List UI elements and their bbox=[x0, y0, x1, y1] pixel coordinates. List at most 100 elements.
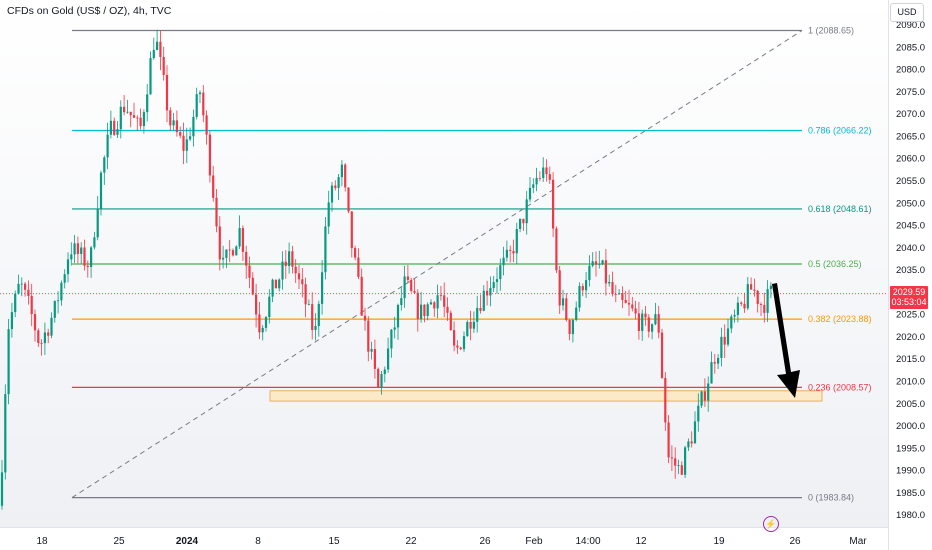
candle-body bbox=[330, 185, 334, 203]
candle-body bbox=[119, 106, 122, 130]
candle-body bbox=[548, 174, 551, 180]
candle-body bbox=[469, 321, 472, 329]
candle-body bbox=[162, 56, 165, 75]
y-tick-label: 1980.0 bbox=[896, 510, 925, 521]
candle-body bbox=[512, 250, 515, 254]
currency-button[interactable]: USD bbox=[890, 3, 924, 22]
candle-body bbox=[631, 304, 634, 309]
y-tick-label: 2060.0 bbox=[896, 154, 925, 165]
bar-countdown: 03:53:04 bbox=[891, 297, 927, 307]
candle-body bbox=[86, 265, 89, 267]
candle-body bbox=[208, 134, 211, 176]
candle-body bbox=[314, 325, 317, 330]
candle-body bbox=[50, 317, 53, 336]
candle-body bbox=[769, 285, 772, 290]
candle-body bbox=[618, 293, 621, 295]
y-tick-label: 1985.0 bbox=[896, 488, 925, 499]
candle-body bbox=[245, 251, 248, 266]
x-tick-label: 14:00 bbox=[575, 536, 600, 547]
candle-body bbox=[561, 298, 565, 306]
candle-body bbox=[159, 41, 162, 57]
candle-body bbox=[555, 228, 558, 271]
candle-body bbox=[710, 362, 713, 384]
candle-body bbox=[604, 260, 607, 284]
candle-body bbox=[172, 120, 175, 126]
x-tick-label: Feb bbox=[525, 536, 543, 547]
y-tick-label: 2070.0 bbox=[896, 109, 925, 120]
candle-body bbox=[53, 301, 56, 318]
y-tick-label: 2085.0 bbox=[896, 42, 925, 53]
candle-body bbox=[624, 299, 627, 303]
candle-body bbox=[169, 110, 172, 126]
candle-body bbox=[535, 177, 538, 185]
candle-body bbox=[139, 117, 142, 127]
candle-body bbox=[482, 290, 485, 311]
y-tick-label: 2005.0 bbox=[896, 399, 925, 410]
y-tick-label: 2035.0 bbox=[896, 265, 925, 276]
candle-body bbox=[10, 312, 13, 330]
candle-body bbox=[324, 226, 327, 273]
candle-body bbox=[271, 279, 274, 297]
candle-body bbox=[627, 302, 631, 305]
candle-body bbox=[297, 273, 301, 280]
lightning-icon[interactable]: ⚡ bbox=[763, 516, 779, 532]
fib-level-label: 0.236 (2008.57) bbox=[808, 382, 872, 392]
candle-body bbox=[545, 167, 548, 175]
current-price-value: 2029.59 bbox=[892, 287, 926, 297]
candle-body bbox=[24, 283, 27, 290]
candle-body bbox=[492, 282, 495, 289]
candle-body bbox=[215, 197, 218, 227]
candle-body bbox=[743, 303, 746, 309]
candle-body bbox=[459, 347, 462, 350]
candle-body bbox=[195, 94, 198, 117]
candle-body bbox=[585, 280, 588, 291]
candle-body bbox=[654, 314, 657, 325]
candle-body bbox=[759, 304, 763, 305]
candle-body bbox=[175, 120, 178, 133]
candle-body bbox=[677, 465, 680, 466]
candle-body bbox=[165, 74, 169, 111]
y-tick-label: 2010.0 bbox=[896, 377, 925, 388]
fib-level-label: 1 (2088.65) bbox=[808, 26, 854, 36]
candle-body bbox=[350, 211, 353, 249]
candle-body bbox=[367, 320, 370, 352]
candle-body bbox=[552, 179, 555, 229]
candle-body bbox=[281, 261, 284, 280]
candle-body bbox=[730, 316, 733, 329]
candle-body bbox=[63, 274, 66, 283]
candle-body bbox=[238, 228, 241, 247]
candle-body bbox=[57, 300, 60, 302]
candle-body bbox=[30, 296, 33, 315]
candle-body bbox=[489, 288, 492, 296]
candle-body bbox=[228, 249, 231, 251]
candle-body bbox=[568, 319, 571, 335]
candle-body bbox=[726, 328, 730, 345]
candle-body bbox=[750, 284, 753, 290]
candle-body bbox=[156, 41, 159, 50]
candle-body bbox=[202, 92, 205, 116]
candle-body bbox=[390, 329, 393, 349]
fib-level-label: 0.786 (2066.22) bbox=[808, 125, 872, 135]
candle-body bbox=[20, 283, 23, 285]
chart-title: CFDs on Gold (US$ / OZ), 4h, TVC bbox=[7, 5, 172, 17]
candle-body bbox=[268, 296, 271, 318]
candle-body bbox=[680, 465, 683, 475]
candle-body bbox=[231, 250, 235, 256]
candle-body bbox=[14, 293, 17, 313]
candle-body bbox=[707, 383, 710, 401]
candle-body bbox=[113, 120, 116, 135]
candle-body bbox=[426, 304, 429, 316]
candle-body bbox=[634, 308, 637, 314]
candle-body bbox=[185, 139, 188, 151]
fib-level-label: 0 (1983.84) bbox=[808, 493, 854, 503]
candle-body bbox=[251, 277, 254, 295]
candle-body bbox=[294, 266, 297, 274]
fib-level-label: 0.382 (2023.88) bbox=[808, 314, 872, 324]
x-tick-label: 15 bbox=[328, 536, 340, 547]
candle-body bbox=[393, 327, 396, 330]
candle-body bbox=[532, 184, 535, 188]
candle-body bbox=[598, 263, 601, 265]
candle-body bbox=[129, 111, 132, 116]
